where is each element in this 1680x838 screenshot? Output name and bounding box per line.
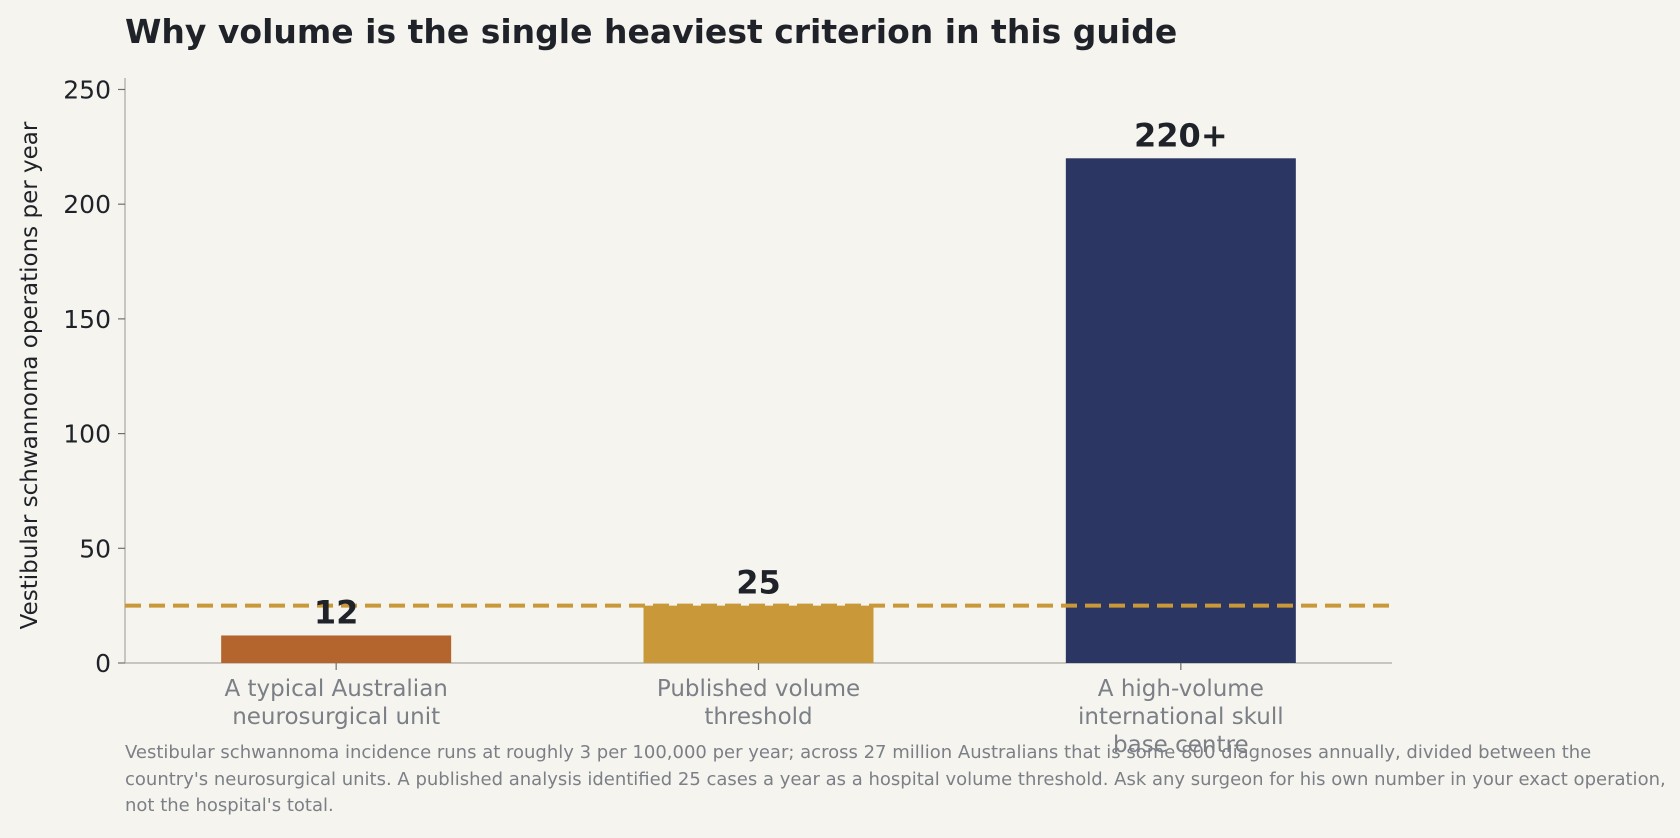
x-category-label-line: Published volume [657,676,860,702]
chart-bars [221,158,1296,663]
x-category-label-line: base centre [1113,732,1249,758]
x-category-label-line: A high-volume [1098,676,1264,702]
bar [221,635,452,663]
x-category-label-line: A typical Australian [224,676,447,702]
bar [1065,158,1296,663]
y-tick-label: 150 [63,305,111,334]
y-tick-label: 200 [63,190,111,219]
y-tick-label: 0 [95,649,111,678]
x-category-label-line: international skull [1078,704,1284,730]
chart-footnote: Vestibular schwannoma incidence runs at … [125,742,1666,816]
bar-value-label: 25 [736,564,781,602]
chart-labels: A typical Australian neurosurgical unit 12… [224,116,1283,758]
x-category-label-line: threshold [704,704,812,730]
x-category-label-line: neurosurgical unit [232,704,440,730]
y-tick-label: 50 [79,534,111,563]
y-tick-label: 100 [63,420,111,449]
x-category-label: A typical Australian neurosurgical unit [224,676,447,730]
bar-value-label: 220+ [1134,116,1228,154]
bar-value-label: 12 [314,593,359,631]
x-category-label: A high-volume international skull base cen… [1078,676,1284,758]
chart-title: Why volume is the single heaviest criter… [125,12,1178,51]
x-category-label: Published volume threshold [657,676,860,730]
y-axis-title: Vestibular schwannoma operations per yea… [17,121,43,629]
bar [643,605,874,663]
y-tick-label: 250 [63,75,111,104]
